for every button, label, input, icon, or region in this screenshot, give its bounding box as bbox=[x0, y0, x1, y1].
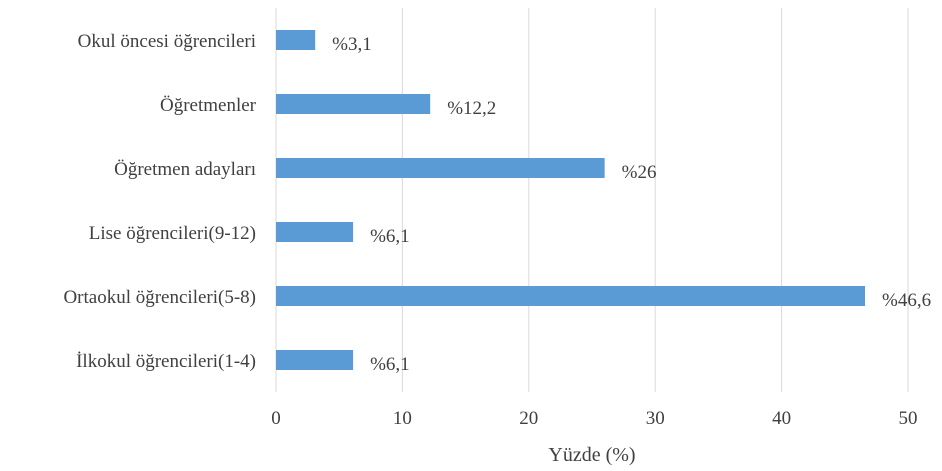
x-tick-label: 30 bbox=[646, 408, 665, 429]
x-tick-label: 20 bbox=[519, 408, 538, 429]
grid-layer bbox=[275, 8, 909, 392]
bar bbox=[276, 222, 354, 242]
x-axis-title: Yüzde (%) bbox=[548, 444, 635, 466]
category-label: Öğretmen adayları bbox=[114, 159, 256, 180]
category-label: Öğretmenler bbox=[160, 95, 257, 116]
category-label: Ortaokul öğrencileri(5-8) bbox=[63, 287, 256, 308]
bar bbox=[276, 350, 354, 370]
data-label: %6,1 bbox=[370, 226, 410, 247]
data-label: %12,2 bbox=[447, 98, 496, 119]
bar bbox=[276, 286, 866, 306]
category-label: İlkokul öğrencileri(1-4) bbox=[76, 351, 256, 372]
data-label: %3,1 bbox=[332, 34, 372, 55]
x-tick-label: 10 bbox=[393, 408, 412, 429]
bar bbox=[276, 158, 605, 178]
data-label: %26 bbox=[622, 162, 657, 183]
category-label: Lise öğrencileri(9-12) bbox=[89, 223, 256, 244]
x-tick-label: 40 bbox=[772, 408, 791, 429]
category-label: Okul öncesi öğrencileri bbox=[78, 31, 256, 52]
data-label: %6,1 bbox=[370, 354, 410, 375]
data-label: %46,6 bbox=[882, 290, 931, 311]
x-tick-label: 0 bbox=[271, 408, 281, 429]
bar bbox=[276, 94, 431, 114]
bar-layer bbox=[276, 30, 866, 370]
bar bbox=[276, 30, 316, 50]
x-tick-label: 50 bbox=[899, 408, 918, 429]
tick-layer: 0 10 20 30 40 50 bbox=[271, 408, 917, 429]
label-layer: Okul öncesi öğrencileri %3,1 Öğretmenler %1… bbox=[63, 31, 931, 375]
